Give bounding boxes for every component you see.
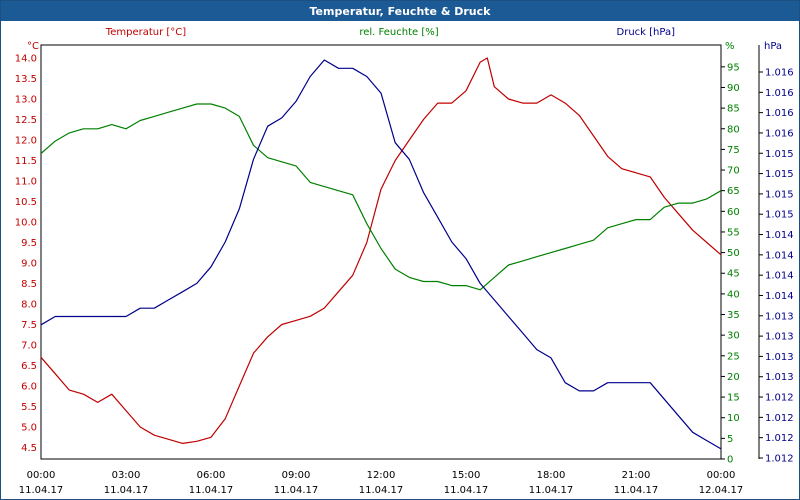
x-tick-time: 12:00: [367, 470, 396, 481]
pressure-unit: hPa: [764, 41, 782, 52]
x-tick-date: 11.04.17: [614, 485, 659, 496]
temperature-tick-label: 9.0: [21, 259, 37, 270]
temperature-tick-label: 12.0: [15, 136, 37, 147]
x-tick-time: 15:00: [452, 470, 481, 481]
temperature-line: [40, 57, 722, 444]
x-tick-date: 11.04.17: [359, 485, 404, 496]
x-tick-time: 06:00: [197, 470, 226, 481]
pressure-tick-label: 1.015: [765, 210, 794, 221]
temperature-tick-label: 14.0: [15, 54, 37, 65]
humidity-tick-label: 80: [727, 124, 740, 135]
pressure-tick-label: 1.012: [765, 433, 794, 444]
pressure-tick-label: 1.014: [765, 291, 794, 302]
pressure-tick-label: 1.014: [765, 230, 794, 241]
humidity-tick-label: 20: [727, 372, 740, 383]
temperature-tick-label: 4.5: [21, 443, 37, 454]
humidity-line: [40, 103, 722, 291]
pressure-tick-label: 1.015: [765, 169, 794, 180]
temperature-tick-label: 11.0: [15, 177, 37, 188]
legend-label: rel. Feuchte [%]: [359, 27, 438, 38]
temperature-tick-label: 6.0: [21, 382, 37, 393]
humidity-tick-label: 85: [727, 104, 740, 115]
temperature-unit: °C: [27, 41, 39, 52]
x-tick-time: 00:00: [707, 470, 736, 481]
x-tick-time: 03:00: [112, 470, 141, 481]
pressure-tick-label: 1.013: [765, 311, 794, 322]
pressure-tick-label: 1.013: [765, 372, 794, 383]
pressure-tick-label: 1.015: [765, 189, 794, 200]
temperature-tick-label: 10.0: [15, 218, 37, 229]
axis-labels: 4.5 5.0 5.5 6.0 6.5 7.0 7.5 8.0 8.5 9.0 9.5 10.0 10.…: [15, 27, 794, 496]
temperature-tick-label: 13.0: [15, 95, 37, 106]
pressure-tick-label: 1.012: [765, 393, 794, 404]
pressure-tick-label: 1.015: [765, 149, 794, 160]
temperature-tick-label: 8.5: [21, 279, 37, 290]
humidity-tick-label: 65: [727, 186, 740, 197]
series-lines: [40, 57, 722, 450]
temperature-tick-label: 13.5: [15, 74, 37, 85]
humidity-tick-label: 75: [727, 145, 740, 156]
temperature-tick-label: 11.5: [15, 156, 37, 167]
temperature-tick-label: 12.5: [15, 115, 37, 126]
chart-title: Temperatur, Feuchte & Druck: [1, 1, 799, 21]
pressure-tick-label: 1.016: [765, 68, 794, 79]
temperature-tick-label: 6.5: [21, 361, 37, 372]
pressure-tick-label: 1.016: [765, 108, 794, 119]
humidity-tick-label: 50: [727, 248, 740, 259]
pressure-tick-label: 1.013: [765, 352, 794, 363]
humidity-tick-label: 25: [727, 351, 740, 362]
temperature-tick-label: 5.5: [21, 402, 37, 413]
humidity-tick-label: 55: [727, 227, 740, 238]
pressure-tick-label: 1.013: [765, 332, 794, 343]
pressure-tick-label: 1.012: [765, 413, 794, 424]
humidity-tick-label: 0: [727, 455, 733, 466]
x-tick-time: 18:00: [537, 470, 566, 481]
humidity-tick-label: 5: [727, 434, 733, 445]
humidity-tick-label: 10: [727, 413, 740, 424]
temperature-tick-label: 10.5: [15, 197, 37, 208]
pressure-tick-label: 1.016: [765, 128, 794, 139]
humidity-tick-label: 95: [727, 62, 740, 73]
humidity-tick-label: 90: [727, 83, 740, 94]
humidity-tick-label: 45: [727, 269, 740, 280]
x-tick-date: 11.04.17: [274, 485, 319, 496]
legend-label: Temperatur [°C]: [105, 27, 186, 38]
x-tick-date: 11.04.17: [104, 485, 149, 496]
x-tick-time: 09:00: [282, 470, 311, 481]
pressure-tick-label: 1.012: [765, 454, 794, 465]
plot-area: [40, 44, 722, 460]
pressure-line: [40, 59, 722, 450]
temperature-tick-label: 7.0: [21, 341, 37, 352]
legend-label: Druck [hPa]: [617, 27, 676, 38]
axes: [40, 44, 763, 460]
temperature-tick-label: 7.5: [21, 320, 37, 331]
x-tick-date: 11.04.17: [529, 485, 574, 496]
x-tick-time: 00:00: [27, 470, 56, 481]
humidity-unit: %: [725, 41, 735, 52]
temperature-tick-label: 9.5: [21, 238, 37, 249]
humidity-tick-label: 70: [727, 166, 740, 177]
x-tick-date: 11.04.17: [444, 485, 489, 496]
pressure-tick-label: 1.014: [765, 271, 794, 282]
x-tick-date: 11.04.17: [189, 485, 234, 496]
humidity-tick-label: 35: [727, 310, 740, 321]
humidity-tick-label: 60: [727, 207, 740, 218]
humidity-tick-label: 40: [727, 289, 740, 300]
pressure-tick-label: 1.014: [765, 250, 794, 261]
x-tick-time: 21:00: [622, 470, 651, 481]
x-tick-date: 12.04.17: [699, 485, 744, 496]
temperature-tick-label: 8.0: [21, 300, 37, 311]
temperature-tick-label: 5.0: [21, 423, 37, 434]
x-tick-date: 11.04.17: [19, 485, 64, 496]
humidity-tick-label: 15: [727, 393, 740, 404]
humidity-tick-label: 30: [727, 331, 740, 342]
pressure-tick-label: 1.016: [765, 88, 794, 99]
